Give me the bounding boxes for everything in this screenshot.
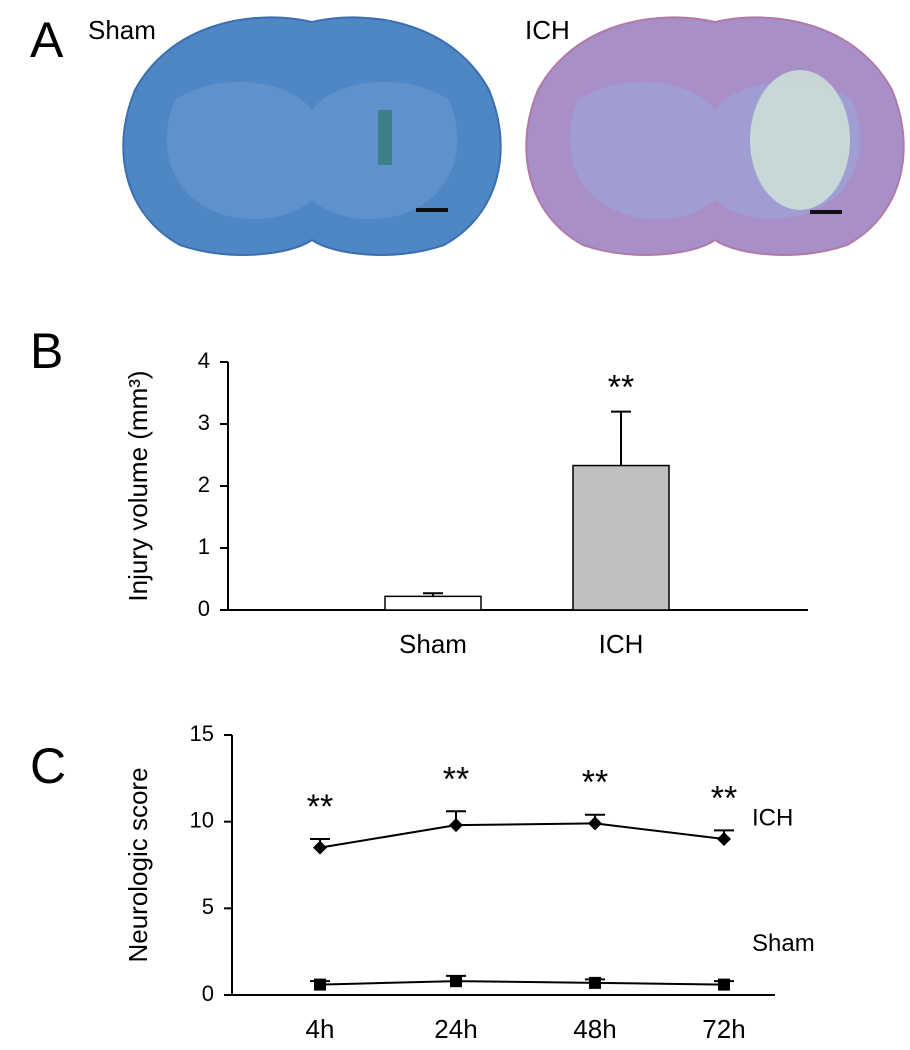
image-label: Sham (88, 15, 156, 45)
bar (572, 464, 670, 611)
series-label: Sham (752, 930, 815, 957)
x-tick-label: 72h (702, 1014, 745, 1044)
x-tick-label: 48h (573, 1014, 616, 1044)
y-tick-label: 3 (198, 410, 210, 435)
panel-label: C (30, 738, 66, 794)
panel-label: A (30, 12, 64, 68)
y-tick-label: 0 (202, 981, 214, 1006)
x-tick-label: 24h (434, 1014, 477, 1044)
image-label: ICH (525, 15, 570, 45)
y-tick-label: 2 (198, 472, 210, 497)
bar (384, 595, 482, 611)
series-label: ICH (752, 804, 793, 831)
marker (450, 975, 462, 988)
y-axis-label: Neurologic score (123, 767, 153, 962)
x-tick-label: ICH (599, 629, 644, 659)
y-tick-label: 15 (190, 721, 214, 746)
marker (718, 978, 730, 991)
significance-label: ** (443, 760, 469, 798)
y-tick-label: 0 (198, 596, 210, 621)
marker (449, 818, 463, 833)
y-tick-label: 4 (198, 348, 210, 373)
series-line (319, 980, 725, 986)
sham-section-image (122, 16, 502, 256)
marker (588, 816, 602, 831)
x-tick-label: Sham (399, 629, 467, 659)
y-tick-label: 1 (198, 534, 210, 559)
significance-label: ** (582, 764, 608, 802)
x-tick-label: 4h (306, 1014, 335, 1044)
y-axis-label: Injury volume (mm³) (123, 370, 153, 601)
y-tick-label: 10 (190, 807, 214, 832)
significance-label: ** (307, 788, 333, 826)
ich-section-image (525, 16, 905, 256)
y-tick-label: 5 (202, 894, 214, 919)
marker (589, 976, 601, 989)
significance-label: ** (608, 369, 634, 407)
error-bar (611, 410, 631, 466)
marker (717, 832, 731, 846)
significance-label: ** (711, 779, 737, 817)
series-line (319, 822, 725, 849)
marker (313, 840, 327, 855)
panel-label: B (30, 323, 63, 379)
marker (314, 978, 326, 991)
